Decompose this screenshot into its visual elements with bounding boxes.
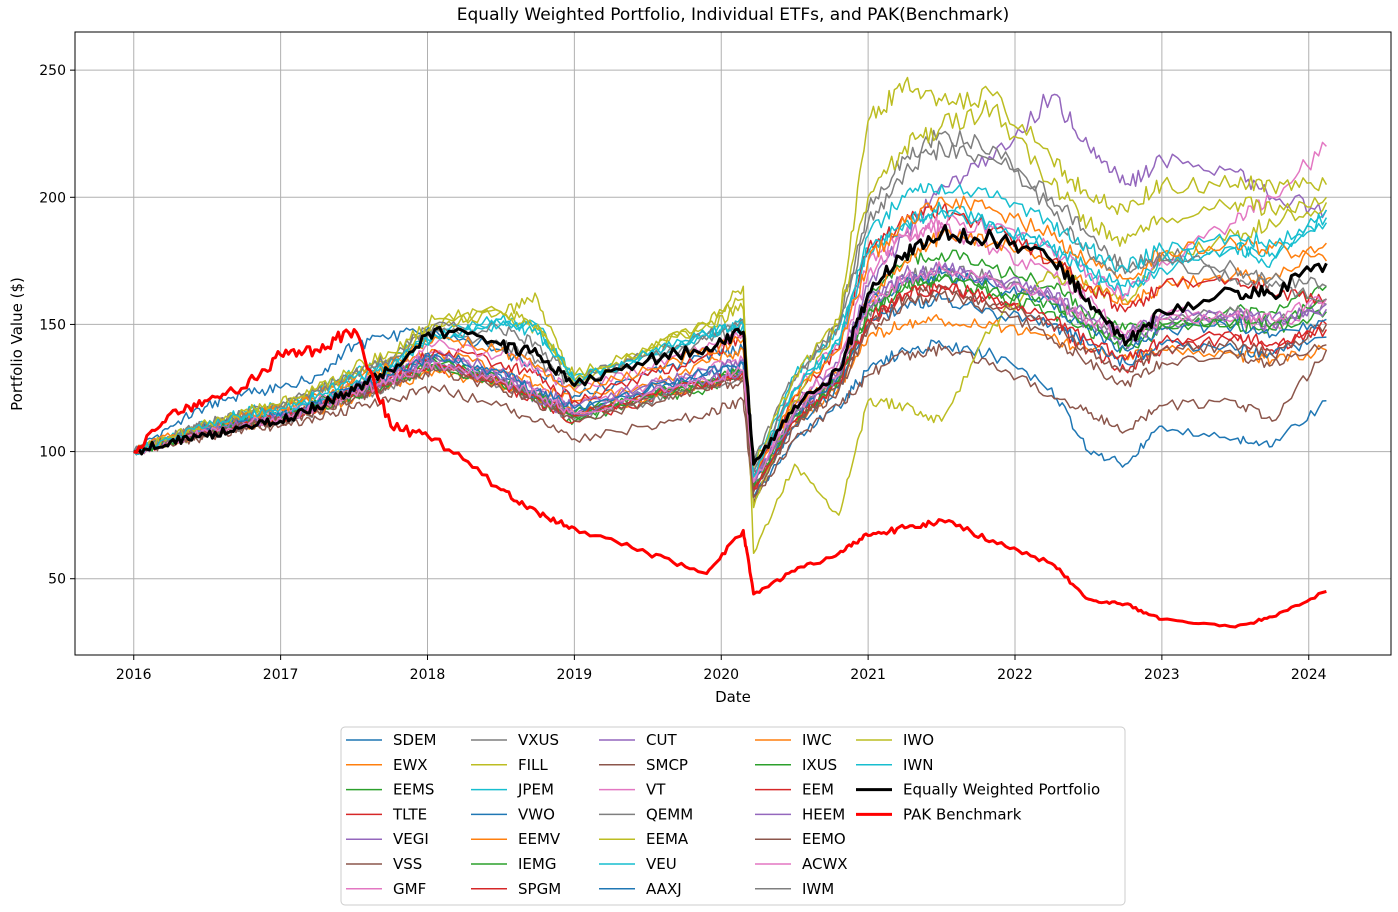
series-lines	[133, 76, 1328, 629]
legend-label: IEMG	[518, 855, 556, 873]
legend-label: CUT	[646, 731, 677, 749]
legend-label: AAXJ	[646, 880, 682, 898]
legend-label: ACWX	[802, 855, 848, 873]
legend-label: VEGI	[393, 830, 429, 848]
series-line	[133, 224, 1328, 466]
x-tick-label: 2017	[263, 667, 299, 683]
legend-label: GMF	[393, 880, 426, 898]
x-tick-label: 2022	[997, 667, 1033, 683]
legend-label: Equally Weighted Portfolio	[903, 781, 1100, 799]
x-tick-label: 2021	[850, 667, 886, 683]
y-tick-label: 200	[39, 190, 66, 206]
y-tick-label: 250	[39, 63, 66, 79]
x-tick-label: 2023	[1144, 667, 1180, 683]
legend-label: EWX	[393, 756, 428, 774]
legend-label: EEMA	[646, 830, 689, 848]
series-line	[133, 76, 1328, 509]
legend-label: VEU	[646, 855, 677, 873]
legend-label: SPGM	[518, 880, 561, 898]
y-tick-label: 50	[48, 572, 66, 588]
legend-label: EEMS	[393, 781, 434, 799]
x-axis-label: Date	[715, 688, 751, 706]
legend-label: VWO	[518, 805, 555, 823]
legend-label: EEMV	[518, 830, 561, 848]
legend-label: QEMM	[646, 805, 693, 823]
chart-title: Equally Weighted Portfolio, Individual E…	[457, 5, 1009, 25]
legend-label: IWC	[802, 731, 832, 749]
legend-label: SMCP	[646, 756, 688, 774]
legend-label: HEEM	[802, 805, 845, 823]
plot-frame	[74, 31, 1392, 656]
y-tick-label: 100	[39, 445, 66, 461]
x-tick-label: 2019	[557, 667, 593, 683]
legend-label: EEM	[802, 781, 834, 799]
legend-label: EEMO	[802, 830, 846, 848]
x-tick-label: 2016	[116, 667, 152, 683]
axis-ticks: 2016 2017 2018 2019 2020 2021 2022 2023 2024 50 10…	[39, 63, 1326, 683]
legend-label: VSS	[393, 855, 422, 873]
legend-label: IWN	[903, 756, 933, 774]
legend-label: VXUS	[518, 731, 559, 749]
legend-label: IWO	[903, 731, 934, 749]
x-tick-label: 2020	[703, 667, 739, 683]
y-tick-label: 150	[39, 317, 66, 333]
series-line	[133, 328, 1327, 629]
legend-label: IWM	[802, 880, 834, 898]
legend-label: PAK Benchmark	[903, 805, 1022, 823]
legend-label: SDEM	[393, 731, 437, 749]
legend-label: VT	[646, 781, 666, 799]
x-tick-label: 2024	[1291, 667, 1327, 683]
series-line	[133, 182, 1328, 478]
legend-label: JPEM	[517, 781, 554, 799]
x-tick-label: 2018	[410, 667, 446, 683]
series-line	[133, 343, 1328, 504]
series-line	[133, 99, 1327, 468]
y-axis-label: Portfolio Value ($)	[8, 277, 26, 411]
legend: SDEM EWX EEMS TLTE VEGI VSS GMF VXUS FILL JPEM VWO…	[340, 726, 1126, 906]
legend-label: FILL	[518, 756, 548, 774]
legend-frame	[340, 726, 1126, 906]
legend-label: TLTE	[392, 805, 427, 823]
legend-label: IXUS	[802, 756, 837, 774]
